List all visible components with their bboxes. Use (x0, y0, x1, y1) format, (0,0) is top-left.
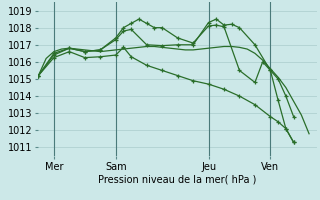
X-axis label: Pression niveau de la mer( hPa ): Pression niveau de la mer( hPa ) (99, 174, 257, 184)
